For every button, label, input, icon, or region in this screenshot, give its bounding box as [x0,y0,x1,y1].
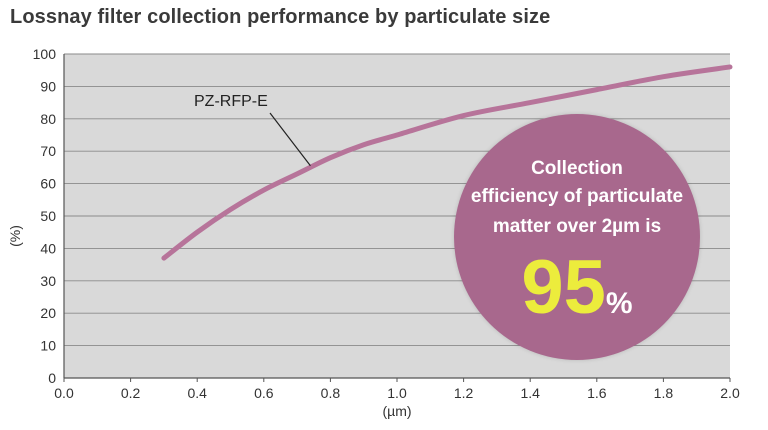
x-tick-label: 0.6 [254,385,274,401]
x-tick-label: 1.4 [520,385,540,401]
callout-value: 95% [454,250,700,326]
y-tick-label: 40 [40,240,56,256]
y-axis-label: (%) [7,225,23,247]
x-tick-label: 1.0 [387,385,407,401]
x-tick-label: 1.6 [587,385,607,401]
x-tick-label: 0.2 [121,385,141,401]
x-tick-label: 0.8 [321,385,341,401]
x-tick-label: 0.4 [187,385,207,401]
y-tick-label: 60 [40,176,56,192]
x-tick-label: 1.8 [654,385,674,401]
efficiency-callout-circle: Collection efficiency of particulate mat… [454,114,700,360]
callout-line-2: efficiency of particulate [470,186,684,207]
y-tick-label: 0 [48,370,56,386]
series-line [161,64,733,261]
y-tick-label: 70 [40,143,56,159]
y-tick-label: 100 [33,46,57,62]
callout-value-unit: % [605,287,633,320]
y-tick-label: 30 [40,273,56,289]
x-tick-label: 0.0 [54,385,74,401]
y-tick-label: 90 [40,78,56,94]
y-tick-label: 20 [40,305,56,321]
callout-line-1: Collection [531,158,623,179]
callout-line-3: matter over 2µm is [492,216,662,237]
y-tick-label: 80 [40,111,56,127]
chart-title: Lossnay filter collection performance by… [10,6,551,28]
y-tick-label: 50 [40,208,56,224]
series-label: PZ-RFP-E [194,93,268,110]
x-tick-label: 1.2 [454,385,474,401]
x-tick-label: 2.0 [720,385,740,401]
x-axis-label: (µm) [382,403,411,419]
series-leader-line [269,112,311,167]
y-tick-label: 10 [40,338,56,354]
callout-value-number: 95 [521,245,606,330]
